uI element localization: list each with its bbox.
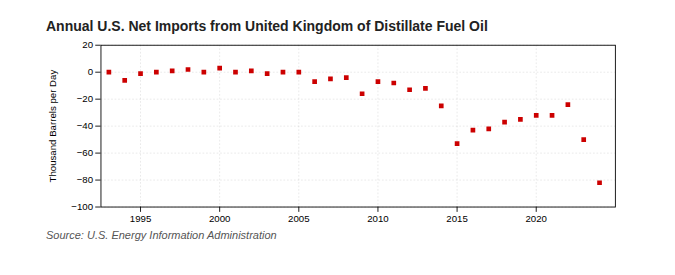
html-text:Source: U.S. Energy Informatio: Source: U.S. Energy Information Administ… [46,229,277,242]
svg-text:−20: −20 [77,93,93,104]
svg-text:−40: −40 [77,120,93,131]
svg-text:2020: 2020 [525,213,546,224]
svg-text:2000: 2000 [209,213,230,224]
svg-text:−80: −80 [77,174,93,185]
svg-text:1995: 1995 [130,213,151,224]
svg-text:2015: 2015 [446,213,467,224]
svg-text:20: 20 [82,39,93,50]
html-text:Annual U.S. Net Imports from U: Annual U.S. Net Imports from United King… [46,18,488,34]
svg-text:2005: 2005 [288,213,309,224]
svg-text:0: 0 [88,66,93,77]
svg-text:−100: −100 [71,201,93,212]
svg-text:Thousand Barrels per Day: Thousand Barrels per Day [47,70,58,183]
svg-text:2010: 2010 [367,213,388,224]
svg-text:−60: −60 [77,147,93,158]
